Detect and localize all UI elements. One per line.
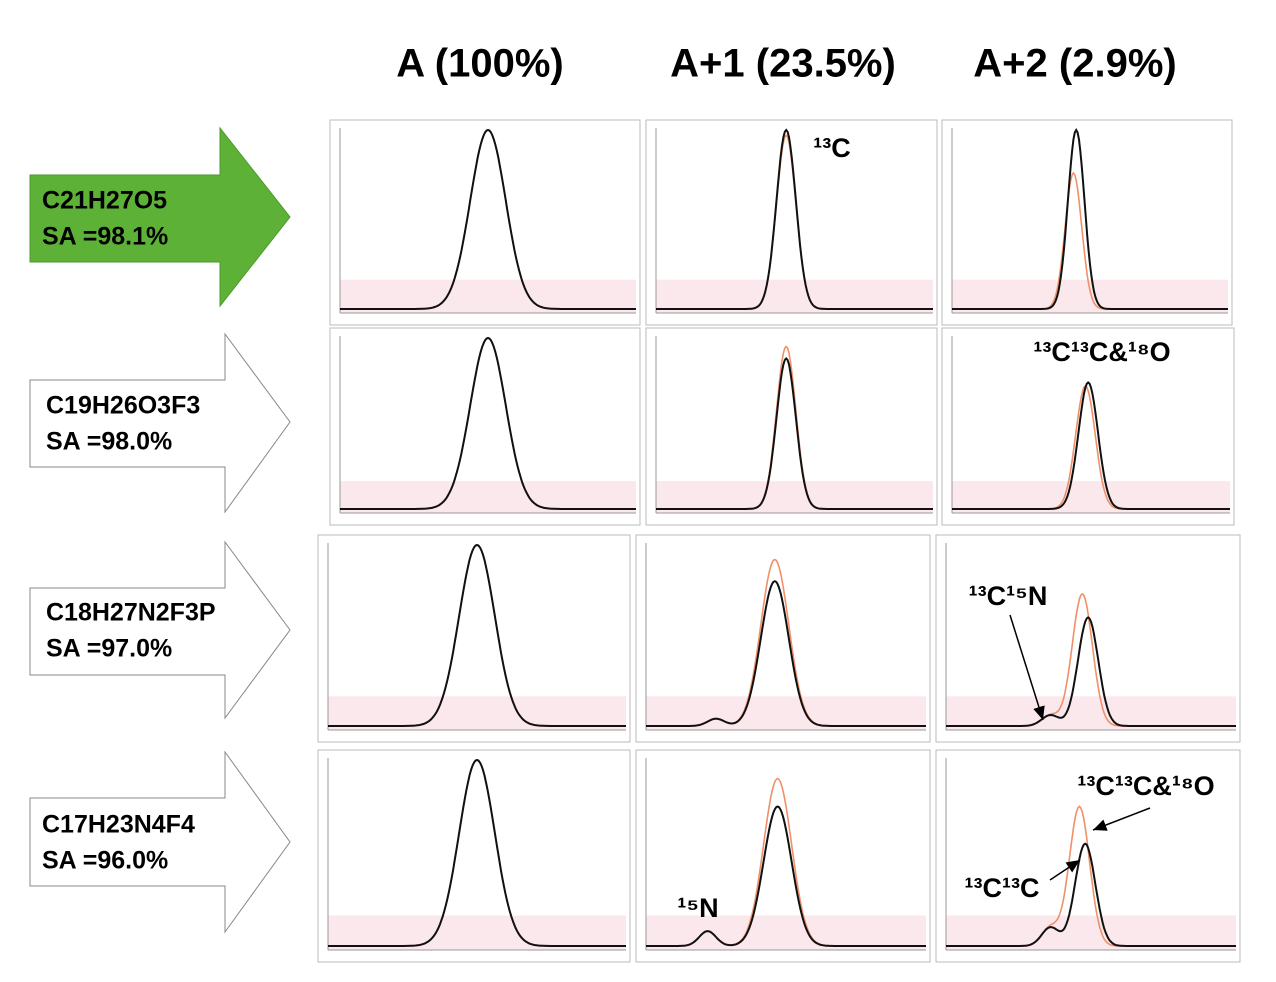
noise-band: [656, 279, 933, 313]
noise-band: [946, 696, 1236, 730]
annotation: ¹⁵N: [677, 893, 718, 923]
column-header: A+2 (2.9%): [973, 42, 1176, 86]
noise-band: [952, 279, 1228, 313]
row-arrow: [29, 750, 291, 934]
measured-peak: [952, 381, 1230, 510]
measured-peak: [328, 758, 626, 947]
column-header: A (100%): [396, 42, 563, 86]
formula: C21H27O5: [42, 187, 167, 215]
annotation-arrow: [1009, 614, 1045, 721]
noise-band: [646, 915, 926, 950]
annotation: ¹³C¹³C&¹⁸O: [1077, 771, 1214, 801]
measured-peak: [646, 805, 926, 947]
score: SA =96.0%: [42, 847, 168, 875]
score: SA =98.1%: [42, 223, 168, 251]
noise-band: [328, 915, 626, 950]
noise-band: [646, 696, 926, 730]
row-arrow: [29, 540, 291, 720]
measured-peak: [656, 128, 933, 310]
noise-band: [952, 481, 1230, 513]
noise-band: [946, 915, 1236, 950]
noise-band: [340, 481, 636, 513]
annotation-arrow: [1049, 859, 1081, 881]
row-arrow: [29, 126, 291, 308]
measured-peak: [946, 616, 1236, 727]
column-header: A+1 (23.5%): [670, 42, 896, 86]
measured-peak: [952, 127, 1228, 310]
measured-peak: [646, 580, 926, 727]
annotation: ¹³C: [813, 133, 850, 163]
row-arrow: [29, 332, 291, 514]
noise-band: [656, 481, 933, 513]
measured-peak: [328, 543, 626, 727]
score: SA =97.0%: [46, 635, 172, 663]
measured-peak: [946, 842, 1236, 947]
measured-peak: [340, 336, 636, 510]
measured-peak: [340, 128, 636, 310]
formula: C18H27N2F3P: [46, 599, 216, 627]
formula: C19H26O3F3: [46, 392, 200, 420]
annotation-arrow: [1092, 807, 1151, 831]
noise-band: [328, 696, 626, 730]
annotation: ¹³C¹³C: [965, 873, 1040, 903]
measured-peak: [656, 357, 933, 510]
noise-band: [340, 279, 636, 313]
panels: [317, 119, 1241, 963]
annotation: ¹³C¹³C&¹⁸O: [1033, 337, 1170, 367]
score: SA =98.0%: [46, 428, 172, 456]
formula: C17H23N4F4: [42, 811, 195, 839]
annotation: ¹³C¹⁵N: [969, 581, 1048, 611]
